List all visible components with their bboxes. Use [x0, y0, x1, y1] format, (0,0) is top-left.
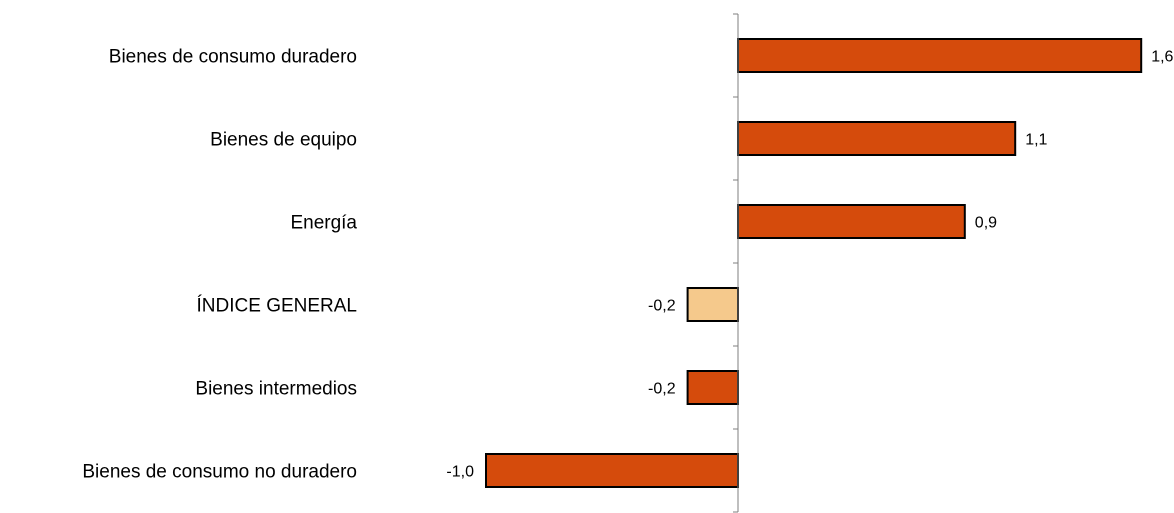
bar: [737, 38, 1143, 73]
bar: [686, 370, 739, 405]
category-label: ÍNDICE GENERAL: [197, 296, 357, 317]
bar: [737, 121, 1017, 156]
value-label: 1,6: [1151, 49, 1173, 66]
value-label: 0,9: [975, 215, 997, 232]
bar: [485, 453, 739, 488]
bar: [737, 204, 966, 239]
category-label: Bienes de consumo no duradero: [82, 462, 357, 483]
category-label: Energía: [290, 213, 357, 234]
category-label: Bienes intermedios: [195, 379, 357, 400]
category-label: Bienes de consumo duradero: [109, 47, 357, 68]
axis-layer: [733, 13, 739, 513]
value-label: 1,1: [1025, 132, 1047, 149]
value-label: -1,0: [446, 464, 474, 481]
bars-layer: [485, 38, 1143, 488]
category-label: Bienes de equipo: [210, 130, 357, 151]
labels-layer: Bienes de consumo duradero 1,6 Bienes de e…: [82, 47, 1173, 483]
value-label: -0,2: [648, 298, 676, 315]
value-label: -0,2: [648, 381, 676, 398]
bar: [686, 287, 739, 322]
